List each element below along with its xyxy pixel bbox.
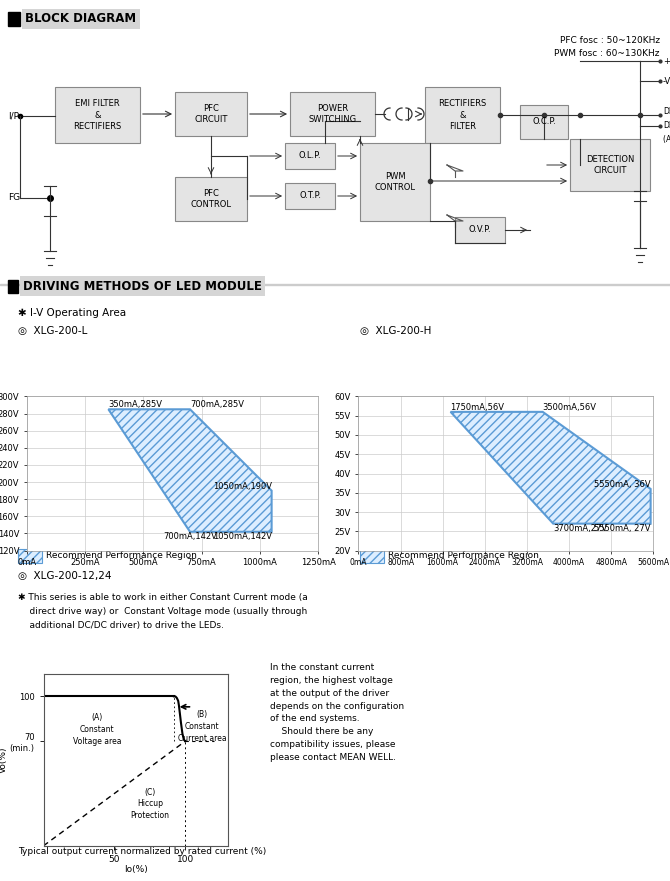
Text: EMI FILTER
&
RECTIFIERS: EMI FILTER & RECTIFIERS [74,100,122,130]
Y-axis label: Vo(%): Vo(%) [0,746,8,774]
Bar [0,284,670,285]
Text: +V: +V [663,56,670,65]
Text: (C)
Hiccup
Protection: (C) Hiccup Protection [131,788,170,820]
Text: additional DC/DC driver) to drive the LEDs.: additional DC/DC driver) to drive the LE… [18,621,224,630]
Text: RECTIFIERS
&
FILTER: RECTIFIERS & FILTER [438,100,486,130]
FancyBboxPatch shape [175,177,247,221]
Text: I/P: I/P [8,112,19,121]
Text: PFC
CIRCUIT: PFC CIRCUIT [194,104,228,124]
Text: FG: FG [8,194,20,203]
Text: direct drive way) or  Constant Voltage mode (usually through: direct drive way) or Constant Voltage mo… [18,607,308,616]
FancyBboxPatch shape [285,183,335,209]
Text: O.C.P.: O.C.P. [532,117,556,127]
Text: DETECTION
CIRCUIT: DETECTION CIRCUIT [586,155,634,175]
Text: ◎  XLG-200-H: ◎ XLG-200-H [360,326,431,336]
Text: BLOCK DIAGRAM: BLOCK DIAGRAM [25,12,136,26]
Text: DIM+: DIM+ [663,107,670,115]
Text: 5550mA, 36V: 5550mA, 36V [594,480,651,489]
Text: 1050mA,142V: 1050mA,142V [212,532,271,541]
FancyBboxPatch shape [175,92,247,136]
Bar [8,12,20,26]
Text: (B)
Constant
Current area: (B) Constant Current area [178,710,226,743]
Text: In the constant current
region, the highest voltage
at the output of the driver
: In the constant current region, the high… [270,663,404,762]
Bar [8,280,18,293]
Text: DRIVING METHODS OF LED MODULE: DRIVING METHODS OF LED MODULE [23,279,262,292]
Text: PWM
CONTROL: PWM CONTROL [375,172,415,192]
FancyBboxPatch shape [55,87,140,143]
FancyBboxPatch shape [425,87,500,143]
Text: Recommend Performance Region: Recommend Performance Region [388,552,539,560]
FancyBboxPatch shape [290,92,375,136]
Text: 3700mA,27V: 3700mA,27V [553,523,607,533]
Text: Recommend Performance Region: Recommend Performance Region [46,552,197,560]
FancyBboxPatch shape [520,105,568,139]
Polygon shape [109,410,271,532]
Text: ◎  XLG-200-12,24: ◎ XLG-200-12,24 [18,571,111,581]
Text: (A)
Constant
Voltage area: (A) Constant Voltage area [73,713,122,745]
Text: (AB Type): (AB Type) [663,135,670,144]
X-axis label: Io(%): Io(%) [124,865,147,874]
Text: 5550mA, 27V: 5550mA, 27V [594,523,651,533]
Text: DIM-: DIM- [663,122,670,130]
Text: 1750mA,56V: 1750mA,56V [451,403,505,411]
Text: POWER
SWITCHING: POWER SWITCHING [308,104,356,124]
FancyBboxPatch shape [18,549,42,563]
Text: 350mA,285V: 350mA,285V [109,400,162,410]
Text: -V: -V [663,77,670,85]
Text: PFC fosc : 50~120KHz
PWM fosc : 60~130KHz: PFC fosc : 50~120KHz PWM fosc : 60~130KH… [555,36,660,57]
Text: 1050mA,190V: 1050mA,190V [212,482,271,491]
Text: 700mA,285V: 700mA,285V [190,400,244,410]
Text: 700mA,142V: 700mA,142V [163,532,217,541]
FancyBboxPatch shape [455,217,505,243]
Text: ◎  XLG-200-L: ◎ XLG-200-L [18,326,87,336]
Text: O.T.P.: O.T.P. [299,191,321,201]
FancyBboxPatch shape [360,143,430,221]
Text: O.V.P.: O.V.P. [469,226,491,234]
Text: 3500mA,56V: 3500mA,56V [543,403,597,411]
Polygon shape [451,411,651,523]
Text: ✱ This series is able to work in either Constant Current mode (a: ✱ This series is able to work in either … [18,593,308,602]
Text: PFC
CONTROL: PFC CONTROL [190,189,232,209]
Text: O.L.P.: O.L.P. [299,152,322,160]
FancyBboxPatch shape [360,549,384,563]
Text: ✱ I-V Operating Area: ✱ I-V Operating Area [18,308,126,318]
FancyBboxPatch shape [285,143,335,169]
FancyBboxPatch shape [570,139,650,191]
Text: Typical output current normalized by rated current (%): Typical output current normalized by rat… [18,848,266,856]
